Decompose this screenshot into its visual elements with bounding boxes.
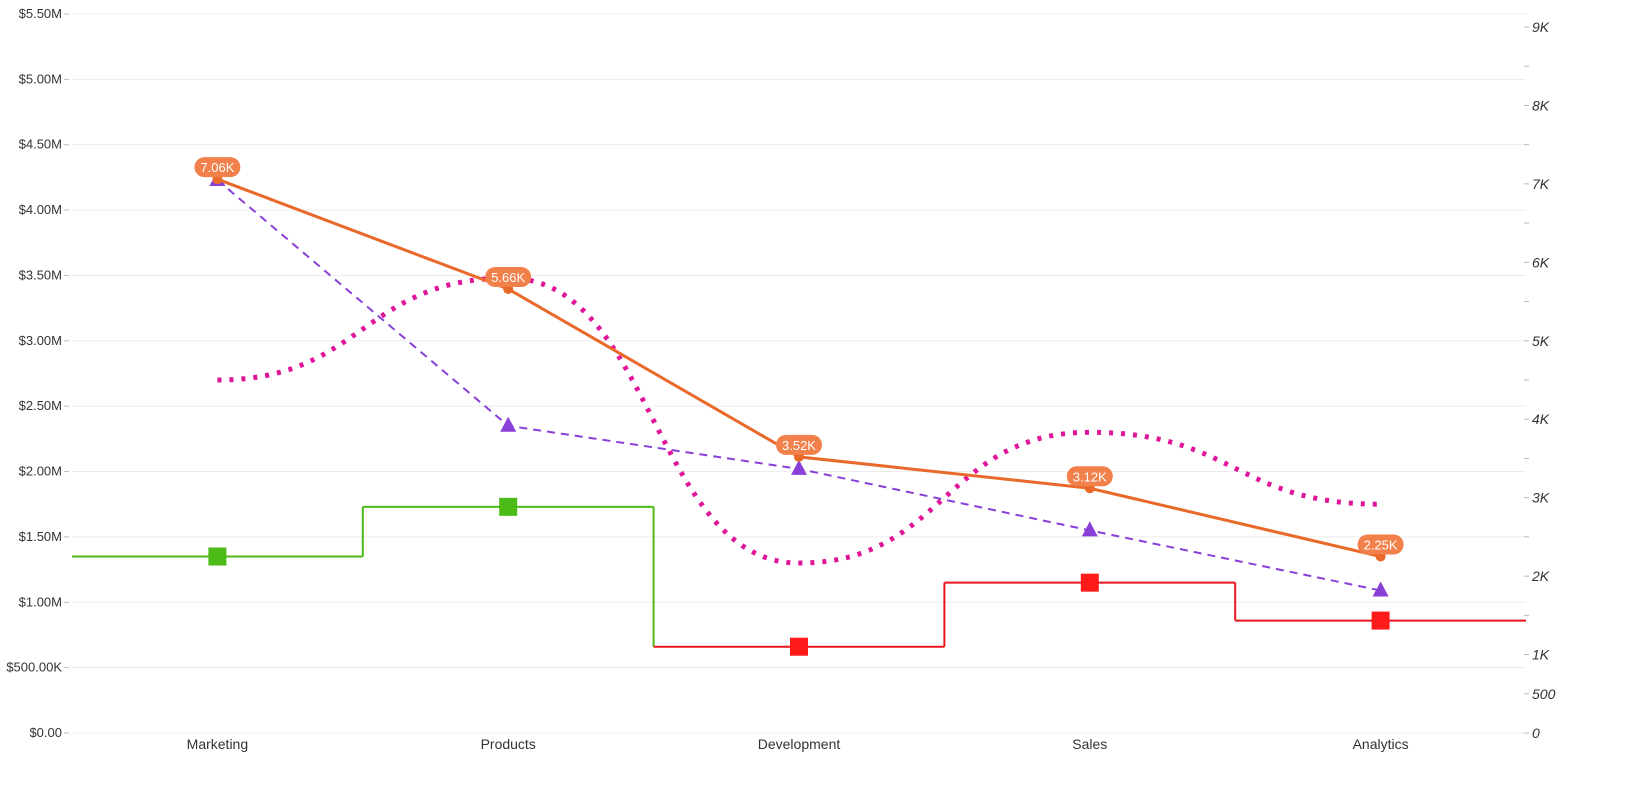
data-label: 3.52K xyxy=(782,438,816,453)
left-tick-label: $5.00M xyxy=(19,71,62,86)
square-marker xyxy=(208,547,227,566)
left-tick-label: $3.00M xyxy=(19,333,62,348)
series xyxy=(72,171,1526,656)
square-marker xyxy=(499,497,518,516)
data-label-bubble xyxy=(194,157,241,178)
category-label: Development xyxy=(758,736,841,752)
data-label-bubble xyxy=(1066,466,1113,487)
triangle-marker xyxy=(500,416,517,432)
right-tick-label: 0 xyxy=(1532,725,1540,741)
left-tick-label: $3.50M xyxy=(19,267,62,282)
category-label: Products xyxy=(481,736,536,752)
square-marker xyxy=(1371,611,1390,630)
left-tick-label: $500.00K xyxy=(6,660,62,675)
grid xyxy=(72,13,1526,734)
category-label: Analytics xyxy=(1353,736,1409,752)
left-tick-label: $2.00M xyxy=(19,464,62,479)
triangle-marker xyxy=(1081,521,1098,537)
left-tick-label: $0.00 xyxy=(29,725,62,740)
left-tick-label: $2.50M xyxy=(19,398,62,413)
right-tick-label: 1K xyxy=(1532,647,1550,663)
right-axis: 0 500 1K 2K 3K 4K 5K 6K 7K 8K 9K xyxy=(1524,19,1556,741)
right-tick-label: 500 xyxy=(1532,686,1556,702)
left-tick-label: $1.00M xyxy=(19,594,62,609)
data-label: 2.25K xyxy=(1364,538,1398,553)
dashed-line xyxy=(216,179,1381,592)
right-tick-label: 3K xyxy=(1532,490,1550,506)
right-tick-label: 5K xyxy=(1532,333,1550,349)
data-label-bubble xyxy=(776,434,822,455)
right-tick-label: 8K xyxy=(1532,97,1550,113)
left-tick-label: $1.50M xyxy=(19,529,62,544)
triangle-marker xyxy=(791,459,807,475)
category-label: Marketing xyxy=(187,736,248,752)
right-tick-label: 4K xyxy=(1532,411,1550,427)
right-tick-label: 9K xyxy=(1532,19,1550,35)
square-marker xyxy=(1080,573,1099,592)
left-tick-label: $4.50M xyxy=(19,137,62,152)
left-axis: $0.00 $500.00K $1.00M $1.50M $2.00M $2.50M $3.… xyxy=(6,6,69,740)
square-marker xyxy=(790,637,808,656)
data-label: 3.12K xyxy=(1073,469,1107,484)
data-label: 7.06K xyxy=(200,160,234,175)
triangle-marker xyxy=(1372,581,1389,597)
data-label-bubble xyxy=(1357,534,1404,555)
solid-line xyxy=(216,177,1381,558)
left-tick-label: $5.50M xyxy=(19,6,62,21)
category-axis: Marketing Products Development Sales Analyti… xyxy=(187,736,1409,752)
category-label: Sales xyxy=(1072,736,1107,752)
left-tick-label: $4.00M xyxy=(19,202,62,217)
data-label: 5.66K xyxy=(491,270,525,285)
right-tick-label: 6K xyxy=(1532,254,1550,270)
data-labels: 7.06K 5.66K 3.52K 3.12K 2.25K xyxy=(194,157,1404,555)
right-tick-label: 7K xyxy=(1532,176,1550,192)
dotted-spline-line xyxy=(217,275,1381,566)
right-tick-label: 2K xyxy=(1531,568,1550,584)
data-label-bubble xyxy=(485,267,532,288)
